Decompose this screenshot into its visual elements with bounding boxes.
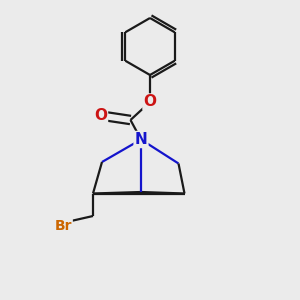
Text: N: N xyxy=(135,132,147,147)
Text: O: O xyxy=(143,94,157,110)
Text: Br: Br xyxy=(54,220,72,233)
Text: O: O xyxy=(94,108,107,123)
